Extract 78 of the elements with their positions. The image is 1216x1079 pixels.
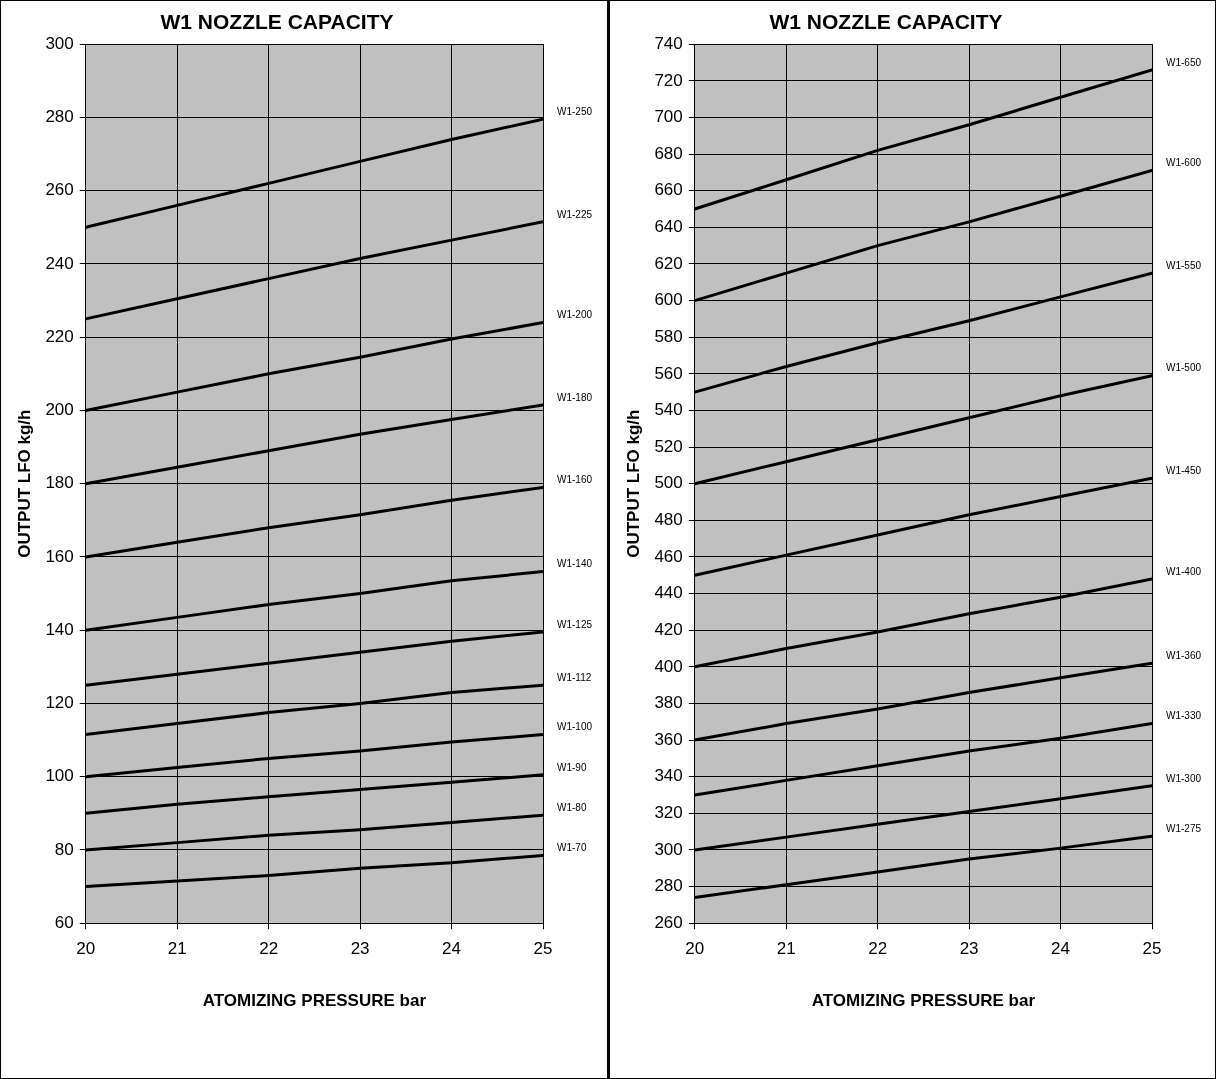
y-tick-label: 60 <box>54 912 74 932</box>
x-tick-label: 22 <box>259 939 279 959</box>
y-tick-label: 100 <box>45 766 74 786</box>
y-tick-label: 320 <box>653 803 683 823</box>
y-tick-label: 480 <box>653 510 683 530</box>
series-label: W1-90 <box>557 761 587 773</box>
y-tick-label: 540 <box>653 400 683 420</box>
x-tick-label: 22 <box>867 939 887 959</box>
series-label: W1-70 <box>557 842 587 854</box>
y-tick-label: 440 <box>653 583 683 603</box>
y-tick-label: 580 <box>653 326 683 346</box>
y-tick-label: 340 <box>653 766 683 786</box>
y-tick-label: 520 <box>653 436 683 456</box>
series-label: W1-180 <box>557 391 593 403</box>
y-tick-label: 360 <box>653 729 683 749</box>
y-tick-label: 300 <box>45 33 74 53</box>
x-tick-label: 21 <box>776 939 796 959</box>
y-tick-label: 80 <box>54 839 74 859</box>
series-label: W1-360 <box>1165 649 1201 661</box>
y-tick-label: 160 <box>45 546 74 566</box>
y-tick-label: 640 <box>653 217 683 237</box>
y-tick-label: 200 <box>45 400 74 420</box>
series-label: W1-600 <box>1165 157 1201 169</box>
x-axis-title: ATOMIZING PRESSURE bar <box>202 991 427 1011</box>
y-tick-label: 280 <box>653 876 683 896</box>
series-label: W1-450 <box>1165 464 1201 476</box>
y-tick-label: 660 <box>653 180 683 200</box>
series-label: W1-400 <box>1165 565 1201 577</box>
y-tick-label: 280 <box>45 107 74 127</box>
y-tick-label: 560 <box>653 363 683 383</box>
x-tick-label: 25 <box>1142 939 1161 959</box>
series-label: W1-275 <box>1165 822 1201 834</box>
series-label: W1-300 <box>1165 772 1201 784</box>
series-label: W1-500 <box>1165 362 1201 374</box>
series-label: W1-650 <box>1165 56 1201 68</box>
y-tick-label: 300 <box>653 839 683 859</box>
y-tick-label: 620 <box>653 253 683 273</box>
x-tick-label: 25 <box>533 939 553 959</box>
y-tick-label: 260 <box>653 912 683 932</box>
series-label: W1-330 <box>1165 710 1201 722</box>
y-tick-label: 600 <box>653 290 683 310</box>
y-tick-label: 120 <box>45 693 74 713</box>
y-tick-label: 140 <box>45 619 74 639</box>
y-axis-title: OUTPUT LFO kg/h <box>623 409 643 558</box>
x-tick-label: 21 <box>167 939 187 959</box>
x-tick-label: 23 <box>959 939 979 959</box>
y-axis-title: OUTPUT LFO kg/h <box>14 409 34 558</box>
series-label: W1-140 <box>557 558 593 570</box>
chart-title: W1 NOZZLE CAPACITY <box>160 10 394 34</box>
y-tick-label: 420 <box>653 619 683 639</box>
chart-title: W1 NOZZLE CAPACITY <box>769 10 1002 34</box>
y-tick-label: 260 <box>45 180 74 200</box>
series-label: W1-80 <box>557 801 587 813</box>
series-label: W1-160 <box>557 474 593 486</box>
y-tick-label: 180 <box>45 473 74 493</box>
y-tick-label: 720 <box>653 70 683 90</box>
y-tick-label: 240 <box>45 253 74 273</box>
x-tick-label: 20 <box>684 939 704 959</box>
y-tick-label: 680 <box>653 143 683 163</box>
series-label: W1-550 <box>1165 259 1201 271</box>
x-tick-label: 23 <box>350 939 370 959</box>
y-tick-label: 400 <box>653 656 683 676</box>
x-axis-title: ATOMIZING PRESSURE bar <box>811 991 1035 1011</box>
series-label: W1-200 <box>557 309 593 321</box>
y-tick-label: 740 <box>653 33 683 53</box>
x-tick-label: 24 <box>1050 939 1070 959</box>
series-label: W1-100 <box>557 721 593 733</box>
x-tick-label: 24 <box>442 939 462 959</box>
series-label: W1-112 <box>557 671 592 683</box>
y-tick-label: 220 <box>45 326 74 346</box>
y-tick-label: 460 <box>653 546 683 566</box>
y-tick-label: 500 <box>653 473 683 493</box>
series-label: W1-250 <box>557 106 593 118</box>
y-tick-label: 700 <box>653 107 683 127</box>
series-label: W1-225 <box>557 208 593 220</box>
y-tick-label: 380 <box>653 693 683 713</box>
x-tick-label: 20 <box>76 939 96 959</box>
series-label: W1-125 <box>557 618 593 630</box>
